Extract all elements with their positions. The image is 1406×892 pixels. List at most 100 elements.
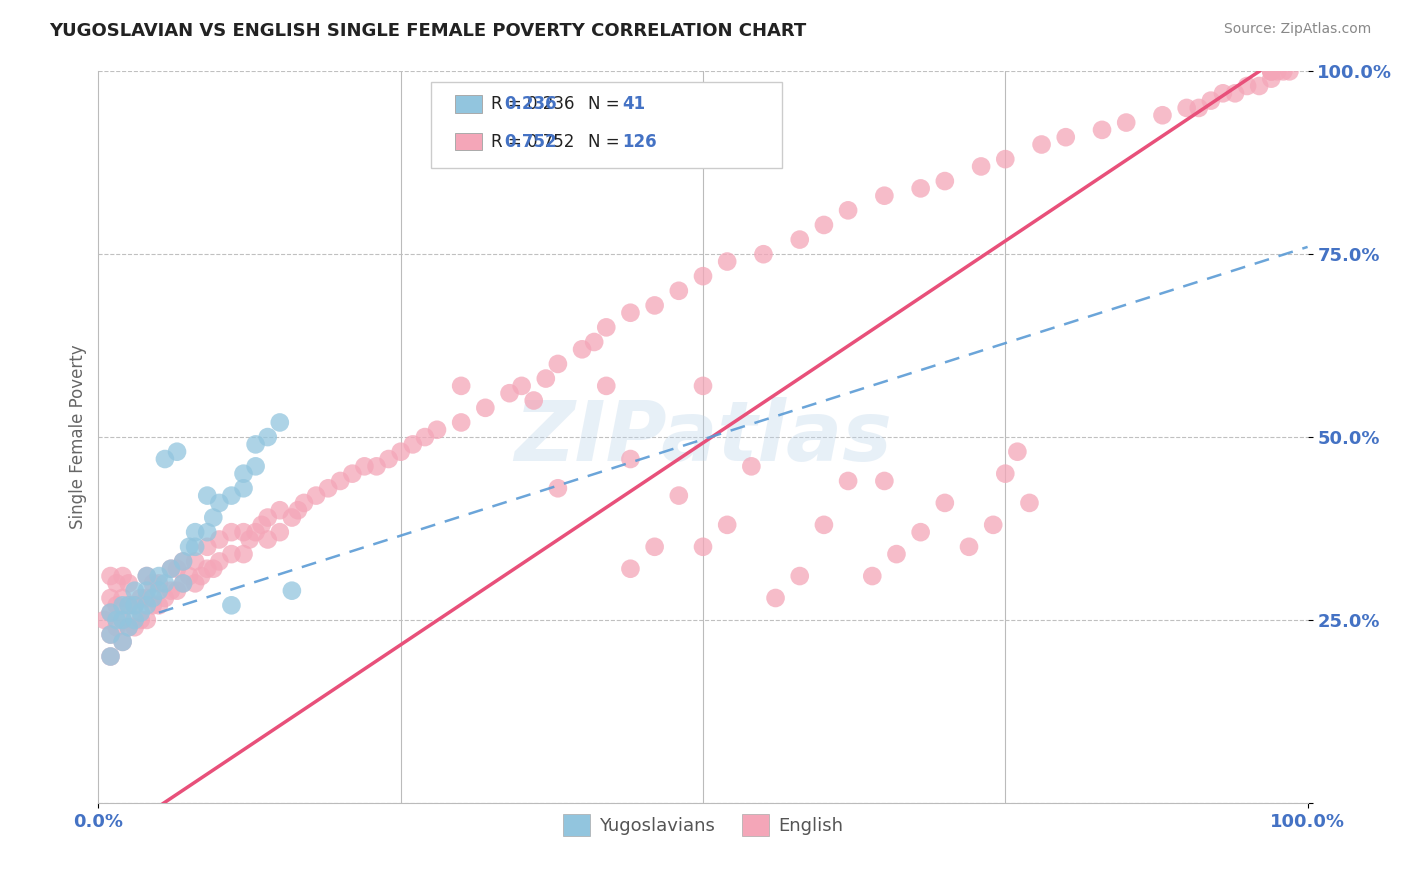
Point — [619, 452, 641, 467]
Point — [221, 525, 243, 540]
Point — [118, 599, 141, 613]
Point — [208, 554, 231, 568]
Point — [202, 562, 225, 576]
Point — [994, 467, 1017, 481]
Point — [105, 620, 128, 634]
Point — [389, 444, 412, 458]
Point — [184, 576, 207, 591]
Point — [329, 474, 352, 488]
Point — [510, 379, 533, 393]
Point — [886, 547, 908, 561]
Point — [111, 635, 134, 649]
Point — [111, 635, 134, 649]
Point — [179, 569, 201, 583]
Point — [148, 583, 170, 598]
Point — [135, 613, 157, 627]
Point — [111, 613, 134, 627]
Point — [148, 569, 170, 583]
Point — [1236, 78, 1258, 93]
Point — [166, 444, 188, 458]
Point — [1091, 123, 1114, 137]
Point — [837, 474, 859, 488]
FancyBboxPatch shape — [432, 81, 782, 168]
Point — [142, 576, 165, 591]
Point — [692, 540, 714, 554]
Point — [523, 393, 546, 408]
Point — [172, 576, 194, 591]
Point — [124, 620, 146, 634]
Point — [148, 599, 170, 613]
Point — [172, 554, 194, 568]
Point — [153, 591, 176, 605]
Point — [269, 525, 291, 540]
Point — [245, 525, 267, 540]
Point — [269, 416, 291, 430]
Point — [153, 452, 176, 467]
Point — [239, 533, 262, 547]
Point — [305, 489, 328, 503]
Point — [1175, 101, 1198, 115]
Point — [644, 298, 666, 312]
Point — [981, 517, 1004, 532]
Point — [1260, 64, 1282, 78]
Point — [93, 613, 115, 627]
Point — [1054, 130, 1077, 145]
Point — [619, 306, 641, 320]
Point — [644, 540, 666, 554]
Point — [100, 591, 122, 605]
Point — [105, 576, 128, 591]
FancyBboxPatch shape — [456, 133, 482, 151]
Point — [118, 620, 141, 634]
Text: N =: N = — [588, 95, 626, 113]
Point — [957, 540, 980, 554]
Point — [184, 554, 207, 568]
Point — [195, 562, 218, 576]
Point — [111, 613, 134, 627]
Point — [1188, 101, 1211, 115]
Point — [100, 627, 122, 641]
Point — [910, 525, 932, 540]
Point — [105, 599, 128, 613]
Point — [716, 517, 738, 532]
Point — [195, 540, 218, 554]
Point — [860, 569, 883, 583]
Text: R = 0.752: R = 0.752 — [492, 133, 575, 151]
Point — [910, 181, 932, 195]
Point — [789, 233, 811, 247]
Point — [221, 547, 243, 561]
Point — [873, 474, 896, 488]
Point — [837, 203, 859, 218]
Point — [1007, 444, 1029, 458]
Point — [534, 371, 557, 385]
Point — [105, 613, 128, 627]
Point — [245, 459, 267, 474]
Point — [208, 533, 231, 547]
Point — [1249, 78, 1271, 93]
Point — [740, 459, 762, 474]
Point — [221, 599, 243, 613]
Point — [232, 525, 254, 540]
Point — [474, 401, 496, 415]
Text: 0.752: 0.752 — [505, 133, 557, 151]
FancyBboxPatch shape — [456, 95, 482, 113]
Point — [100, 649, 122, 664]
Point — [595, 379, 617, 393]
Point — [118, 576, 141, 591]
Text: R = 0.236: R = 0.236 — [492, 95, 575, 113]
Point — [426, 423, 449, 437]
Point — [692, 269, 714, 284]
Point — [619, 562, 641, 576]
Point — [142, 599, 165, 613]
Point — [752, 247, 775, 261]
Point — [124, 583, 146, 598]
Point — [692, 379, 714, 393]
Point — [129, 591, 152, 605]
Point — [160, 562, 183, 576]
Point — [765, 591, 787, 605]
Text: 126: 126 — [621, 133, 657, 151]
Point — [100, 606, 122, 620]
Point — [135, 569, 157, 583]
Point — [111, 591, 134, 605]
Text: YUGOSLAVIAN VS ENGLISH SINGLE FEMALE POVERTY CORRELATION CHART: YUGOSLAVIAN VS ENGLISH SINGLE FEMALE POV… — [49, 22, 807, 40]
Text: 41: 41 — [621, 95, 645, 113]
